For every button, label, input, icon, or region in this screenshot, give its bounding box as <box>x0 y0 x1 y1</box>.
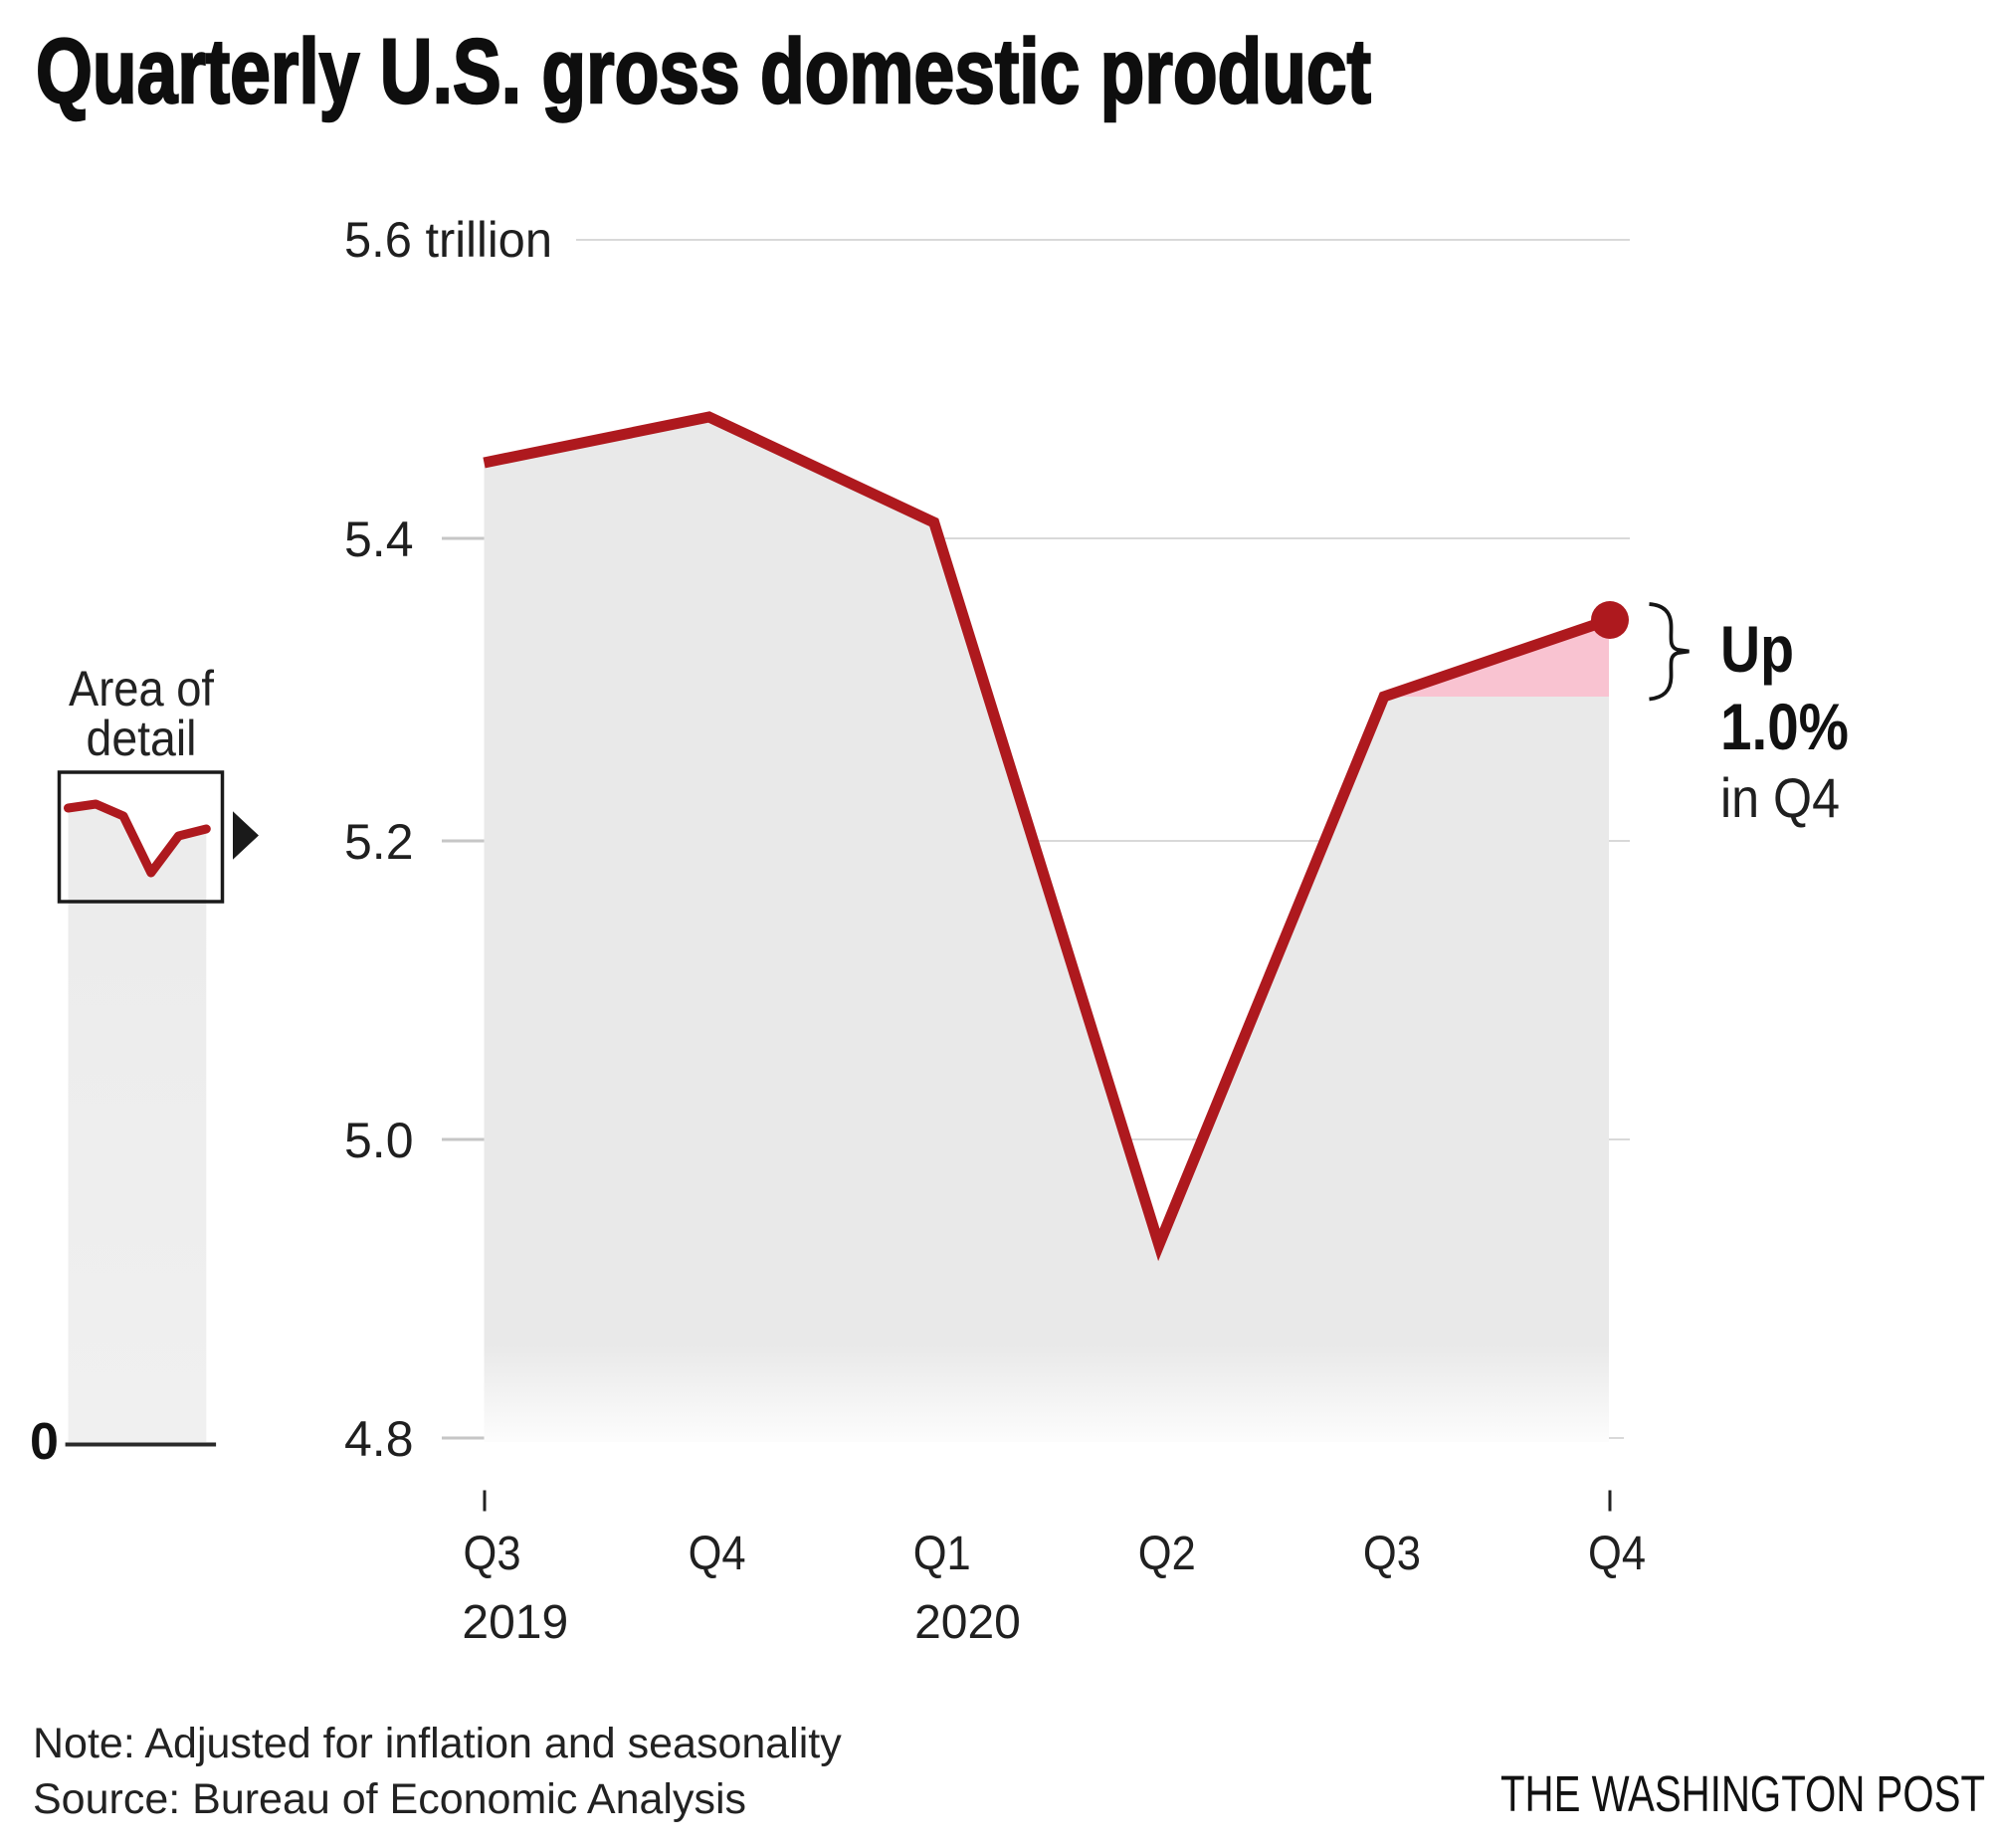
svg-text:Q4: Q4 <box>689 1528 746 1580</box>
svg-text:Area of: Area of <box>69 661 214 717</box>
svg-text:5.6 trillion: 5.6 trillion <box>344 212 552 268</box>
svg-text:Q4: Q4 <box>1588 1528 1646 1580</box>
svg-text:2019: 2019 <box>462 1596 568 1649</box>
svg-text:1.0%: 1.0% <box>1720 690 1849 763</box>
svg-text:Note: Adjusted for inflation a: Note: Adjusted for inflation and seasona… <box>33 1720 842 1767</box>
svg-text:0: 0 <box>30 1413 59 1471</box>
svg-text:5.2: 5.2 <box>344 814 414 870</box>
svg-text:5.0: 5.0 <box>344 1113 414 1168</box>
svg-text:5.4: 5.4 <box>344 512 414 567</box>
svg-text:Source: Bureau of Economic Ana: Source: Bureau of Economic Analysis <box>33 1775 746 1823</box>
svg-text:detail: detail <box>87 711 197 766</box>
svg-text:4.8: 4.8 <box>344 1411 414 1467</box>
svg-text:Q3: Q3 <box>464 1528 521 1580</box>
svg-text:in Q4: in Q4 <box>1720 766 1840 829</box>
svg-text:Up: Up <box>1720 612 1794 686</box>
svg-text:Quarterly U.S. gross domestic: Quarterly U.S. gross domestic product <box>36 21 1371 122</box>
svg-text:Q2: Q2 <box>1138 1528 1196 1580</box>
svg-text:2020: 2020 <box>914 1596 1021 1649</box>
svg-text:THE WASHINGTON POST: THE WASHINGTON POST <box>1500 1765 1985 1822</box>
svg-text:Q3: Q3 <box>1363 1528 1421 1580</box>
svg-text:Q1: Q1 <box>913 1528 971 1580</box>
